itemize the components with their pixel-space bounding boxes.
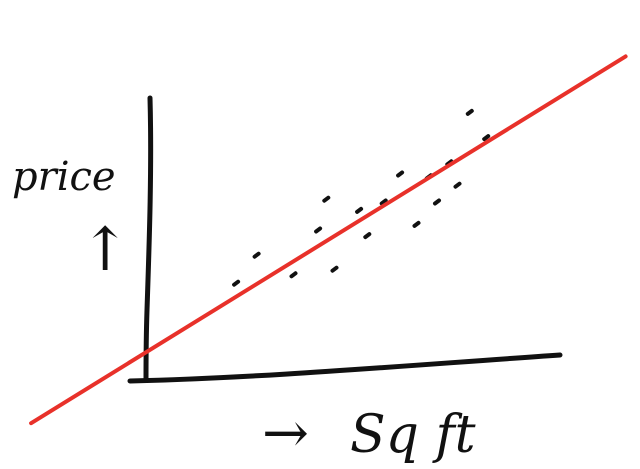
scatter-point xyxy=(465,108,474,116)
y-axis-line xyxy=(143,95,154,383)
scatter-points xyxy=(232,108,491,287)
y-axis-arrow: ↑ xyxy=(80,215,130,285)
x-axis-arrow: → xyxy=(262,401,309,466)
scatter-point xyxy=(433,198,441,206)
scatter-point xyxy=(322,195,331,203)
scatter-point xyxy=(330,265,339,273)
x-axis-label: Sq ft xyxy=(350,405,476,465)
scatter-point xyxy=(232,279,241,287)
scatter-point xyxy=(363,232,372,240)
scatter-point xyxy=(379,198,388,206)
scatter-point xyxy=(453,181,462,189)
scatter-point xyxy=(396,170,405,178)
scatter-point xyxy=(482,134,491,142)
scatter-point xyxy=(314,226,323,234)
x-axis-line xyxy=(127,352,563,384)
scatter-point xyxy=(289,271,298,279)
y-axis-label: price xyxy=(12,154,116,200)
scatter-point xyxy=(355,206,364,214)
trend-line xyxy=(29,54,628,426)
scatter-point xyxy=(252,251,261,259)
scatter-point xyxy=(412,220,421,228)
